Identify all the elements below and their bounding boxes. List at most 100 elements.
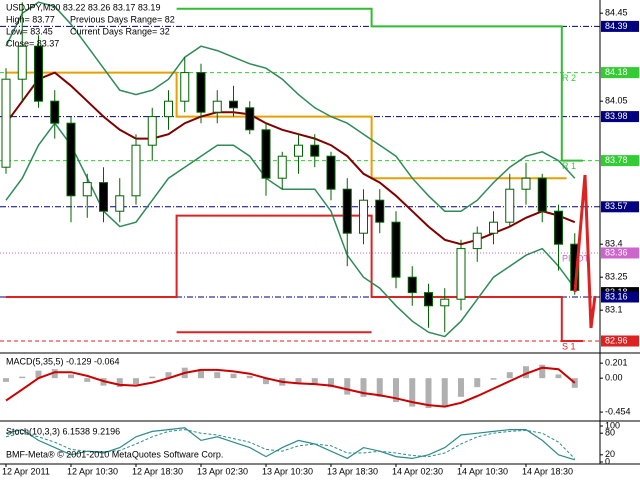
- trend-arrow: [573, 174, 597, 329]
- macd-bar: [344, 378, 351, 395]
- candle-body: [326, 155, 336, 190]
- candle-body: [521, 177, 531, 190]
- macd-bar: [149, 376, 156, 379]
- x-tick-label: 14 Apr 18:30: [522, 466, 573, 476]
- price-box-label: 83.16: [605, 291, 628, 301]
- y-tick-label: 84.45: [605, 8, 628, 18]
- macd-bar: [214, 372, 221, 379]
- macd-bar: [133, 378, 139, 385]
- candle-body: [440, 298, 450, 307]
- candle-body: [456, 248, 466, 300]
- x-tick-label: 12 Apr 2011: [2, 466, 50, 476]
- price-box: [601, 335, 639, 347]
- price-box: [601, 67, 639, 79]
- candle-body: [375, 199, 385, 223]
- y-tick-label: 20: [605, 449, 615, 459]
- y-tick-label: 0.201: [605, 358, 628, 368]
- macd-bar: [198, 369, 204, 379]
- price-box-label: 84.18: [605, 67, 628, 77]
- x-tick-label: 12 Apr 10:30: [67, 466, 118, 476]
- macd-bar: [328, 378, 334, 388]
- range-step: [6, 214, 583, 342]
- price-box-label: 83.36: [605, 247, 628, 257]
- range-step: [176, 7, 583, 162]
- macd-bar: [458, 378, 464, 397]
- macd-bar: [84, 378, 91, 382]
- macd-bar: [523, 366, 529, 379]
- candle-body: [196, 72, 206, 113]
- macd-bar: [263, 378, 269, 385]
- price-box-label: 83.78: [605, 155, 628, 165]
- macd-bar: [165, 372, 172, 379]
- macd-bar: [555, 374, 562, 379]
- candle-body: [472, 232, 482, 250]
- info-text: Current Days Range= 32: [70, 26, 170, 36]
- y-tick-label: -0.454: [605, 406, 631, 416]
- macd-bar: [68, 374, 74, 379]
- candle-body: [261, 129, 271, 179]
- candle-body: [115, 195, 125, 212]
- candle-body: [34, 45, 43, 102]
- watermark: BMF-Meta® © 2001-2010 MetaQuotes Softwar…: [6, 449, 223, 459]
- candle-body: [229, 100, 238, 109]
- level-label: R 2: [562, 73, 576, 83]
- price-box-label: 83.98: [605, 111, 628, 121]
- stoch-signal: [5, 429, 576, 460]
- macd-bar: [3, 378, 9, 382]
- candle-body: [131, 144, 141, 197]
- panel-title: Stoch(10,3,3) 6.1538 9.2196: [6, 426, 120, 436]
- macd-bar: [425, 378, 432, 409]
- chart-title: USDJPY,M30 83.22 83.26 83.17 83.19: [6, 2, 160, 12]
- range-step: [6, 71, 567, 180]
- candle-body: [17, 45, 27, 80]
- macd-bar: [295, 378, 302, 385]
- y-tick-label: 83.4: [605, 239, 623, 249]
- price-box: [601, 111, 639, 123]
- candle-body: [82, 182, 92, 197]
- candle-body: [537, 177, 547, 212]
- info-text: High= 83.77: [6, 14, 55, 24]
- price-box-label: 82.96: [605, 335, 628, 345]
- candle-body: [164, 100, 173, 118]
- candle-body: [147, 116, 157, 146]
- y-tick-label: 83.25: [605, 272, 628, 282]
- level-label: R 1: [562, 161, 576, 171]
- macd-bar: [376, 378, 383, 397]
- macd-bar: [571, 378, 578, 388]
- macd-bar: [393, 378, 399, 403]
- macd-bar: [19, 376, 26, 379]
- candle-body: [245, 107, 255, 131]
- price-box: [601, 20, 639, 32]
- candle-body: [407, 276, 417, 294]
- price-box-label: 84.39: [605, 21, 628, 31]
- x-tick-label: 12 Apr 18:30: [132, 466, 183, 476]
- candle-body: [342, 188, 352, 234]
- macd-bar: [51, 369, 58, 379]
- macd-bar: [409, 378, 416, 407]
- candle-body: [359, 199, 368, 234]
- y-tick-label: 100: [605, 420, 620, 430]
- price-box-label: 83.57: [605, 201, 628, 211]
- info-text: Low= 83.45: [6, 26, 53, 36]
- stoch-main: [5, 427, 575, 461]
- level-label: S 1: [562, 341, 576, 351]
- price-box: [601, 201, 639, 213]
- y-tick-label: 83.1: [605, 305, 623, 315]
- x-tick-label: 13 Apr 02:30: [197, 466, 248, 476]
- y-tick-label: 0: [605, 456, 610, 466]
- info-text: Close= 83.37: [6, 38, 59, 48]
- x-tick-label: 14 Apr 02:30: [392, 466, 443, 476]
- candle-body: [1, 78, 11, 168]
- macd-bar: [246, 375, 253, 379]
- macd-bar: [311, 378, 318, 385]
- macd-bar: [539, 364, 546, 379]
- indicator-line: [5, 1, 576, 212]
- x-tick-label: 14 Apr 10:30: [457, 466, 508, 476]
- macd-bar: [116, 378, 123, 388]
- candle-body: [277, 155, 287, 179]
- y-tick-label: 84.05: [605, 96, 628, 106]
- panel-title: MACD(5,35,5) -0.129 -0.064: [6, 356, 120, 366]
- price-box: [601, 291, 639, 303]
